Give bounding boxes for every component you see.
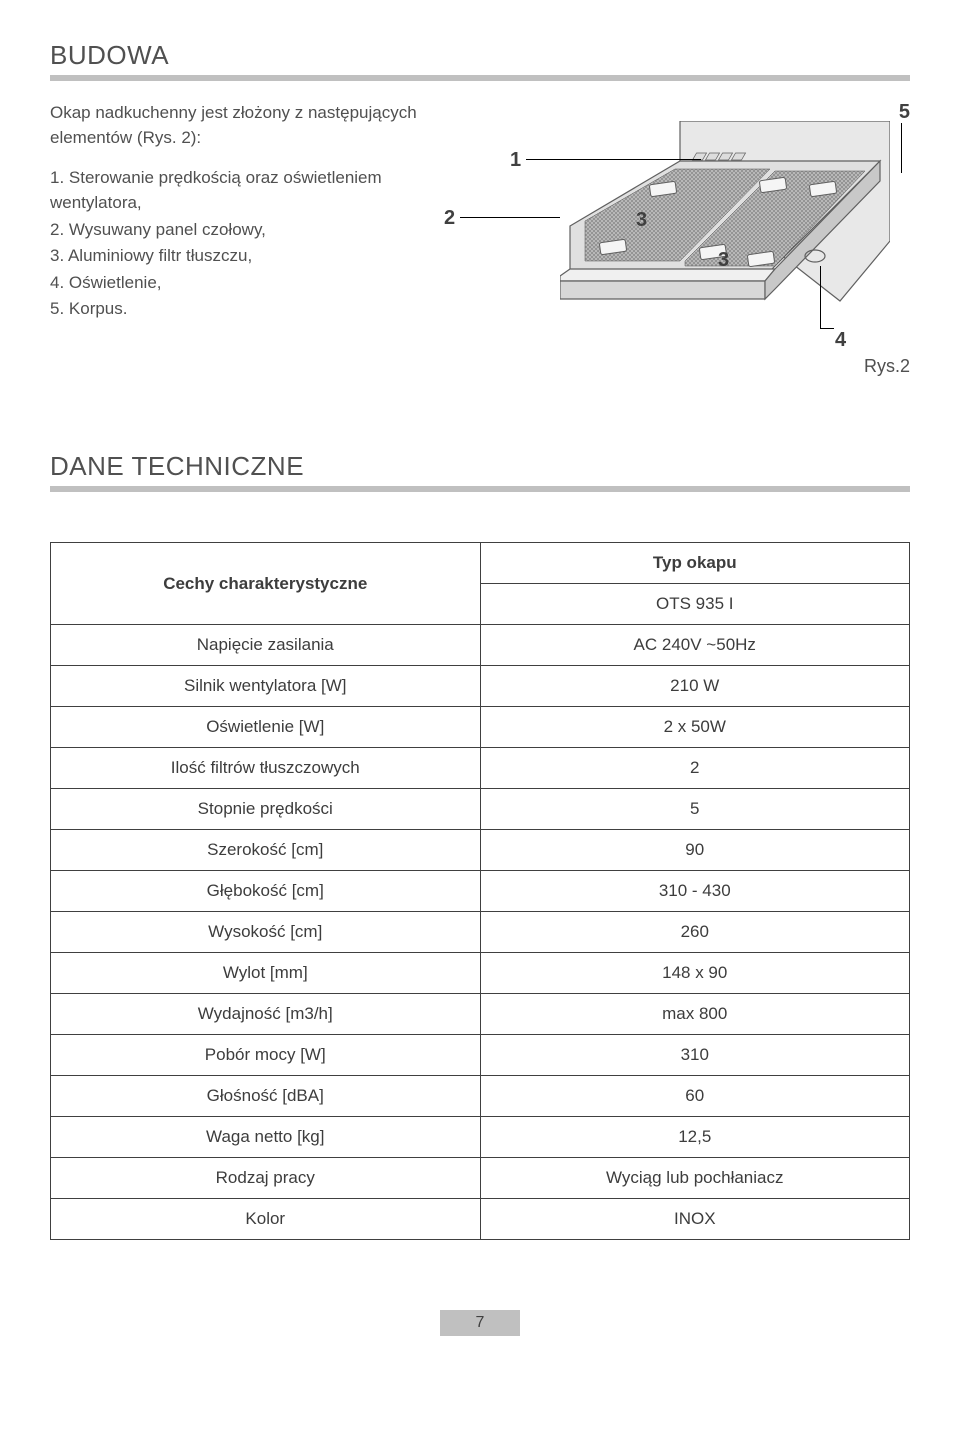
spec-table: Cechy charakterystyczne Typ okapu OTS 93… [50, 542, 910, 1240]
leader-2 [460, 217, 560, 218]
dane-title: DANE TECHNICZNE [50, 451, 910, 482]
top-row: Okap nadkuchenny jest złożony z następuj… [50, 101, 910, 421]
spec-label: Wysokość [cm] [51, 912, 481, 953]
header-value-bottom: OTS 935 I [480, 584, 910, 625]
table-row: Oświetlenie [W]2 x 50W [51, 707, 910, 748]
list-item-2: 2. Wysuwany panel czołowy, [50, 218, 420, 243]
table-row: Napięcie zasilaniaAC 240V ~50Hz [51, 625, 910, 666]
table-row: Wydajność [m3/h]max 800 [51, 994, 910, 1035]
spec-value: 90 [480, 830, 910, 871]
spec-value: 148 x 90 [480, 953, 910, 994]
leader-4h [820, 328, 834, 329]
spec-label: Pobór mocy [W] [51, 1035, 481, 1076]
callout-1: 1 [510, 149, 521, 172]
spec-label: Napięcie zasilania [51, 625, 481, 666]
spec-value: 260 [480, 912, 910, 953]
spec-value: 5 [480, 789, 910, 830]
table-row: Pobór mocy [W]310 [51, 1035, 910, 1076]
spec-value: INOX [480, 1199, 910, 1240]
spec-value: max 800 [480, 994, 910, 1035]
table-row: Wylot [mm]148 x 90 [51, 953, 910, 994]
spec-label: Ilość filtrów tłuszczowych [51, 748, 481, 789]
spec-value: 310 [480, 1035, 910, 1076]
table-row: Wysokość [cm]260 [51, 912, 910, 953]
list-item-4: 4. Oświetlenie, [50, 271, 420, 296]
table-row: KolorINOX [51, 1199, 910, 1240]
spec-label: Wydajność [m3/h] [51, 994, 481, 1035]
spec-label: Oświetlenie [W] [51, 707, 481, 748]
table-row: Szerokość [cm]90 [51, 830, 910, 871]
table-row: Silnik wentylatora [W]210 W [51, 666, 910, 707]
spec-value: 2 [480, 748, 910, 789]
spec-value: 210 W [480, 666, 910, 707]
spec-label: Szerokość [cm] [51, 830, 481, 871]
table-row: Waga netto [kg]12,5 [51, 1117, 910, 1158]
spec-value: Wyciąg lub pochłaniacz [480, 1158, 910, 1199]
spec-label: Waga netto [kg] [51, 1117, 481, 1158]
spec-value: 2 x 50W [480, 707, 910, 748]
figure-label: Rys.2 [864, 356, 910, 377]
section-dane-techniczne: DANE TECHNICZNE [50, 451, 910, 492]
divider [50, 75, 910, 81]
list-item-1: 1. Sterowanie prędkością oraz oświetleni… [50, 166, 420, 215]
budowa-title: BUDOWA [50, 40, 910, 71]
spec-label: Silnik wentylatora [W] [51, 666, 481, 707]
budowa-intro: Okap nadkuchenny jest złożony z następuj… [50, 101, 420, 150]
table-row: Głębokość [cm]310 - 430 [51, 871, 910, 912]
spec-value: 310 - 430 [480, 871, 910, 912]
spec-value: AC 240V ~50Hz [480, 625, 910, 666]
spec-label: Kolor [51, 1199, 481, 1240]
spec-label: Wylot [mm] [51, 953, 481, 994]
table-header-row-1: Cechy charakterystyczne Typ okapu [51, 543, 910, 584]
leader-5 [901, 123, 902, 173]
table-row: Ilość filtrów tłuszczowych2 [51, 748, 910, 789]
callout-5: 5 [899, 101, 910, 124]
page-number: 7 [440, 1310, 520, 1336]
spec-label: Rodzaj pracy [51, 1158, 481, 1199]
table-row: Głośność [dBA]60 [51, 1076, 910, 1117]
table-row: Rodzaj pracyWyciąg lub pochłaniacz [51, 1158, 910, 1199]
spec-label: Głębokość [cm] [51, 871, 481, 912]
leader-4v [820, 266, 821, 328]
header-label: Cechy charakterystyczne [51, 543, 481, 625]
spec-value: 60 [480, 1076, 910, 1117]
budowa-text: Okap nadkuchenny jest złożony z następuj… [50, 101, 420, 421]
leader-1 [526, 159, 701, 160]
spec-label: Stopnie prędkości [51, 789, 481, 830]
spec-label: Głośność [dBA] [51, 1076, 481, 1117]
list-item-3: 3. Aluminiowy filtr tłuszczu, [50, 244, 420, 269]
spec-value: 12,5 [480, 1117, 910, 1158]
callout-2: 2 [444, 207, 455, 230]
divider-2 [50, 486, 910, 492]
hood-diagram: 1 2 3 3 4 5 Rys.2 [450, 101, 910, 421]
header-value-top: Typ okapu [480, 543, 910, 584]
list-item-5: 5. Korpus. [50, 297, 420, 322]
section-budowa: BUDOWA Okap nadkuchenny jest złożony z n… [50, 40, 910, 421]
table-row: Stopnie prędkości5 [51, 789, 910, 830]
